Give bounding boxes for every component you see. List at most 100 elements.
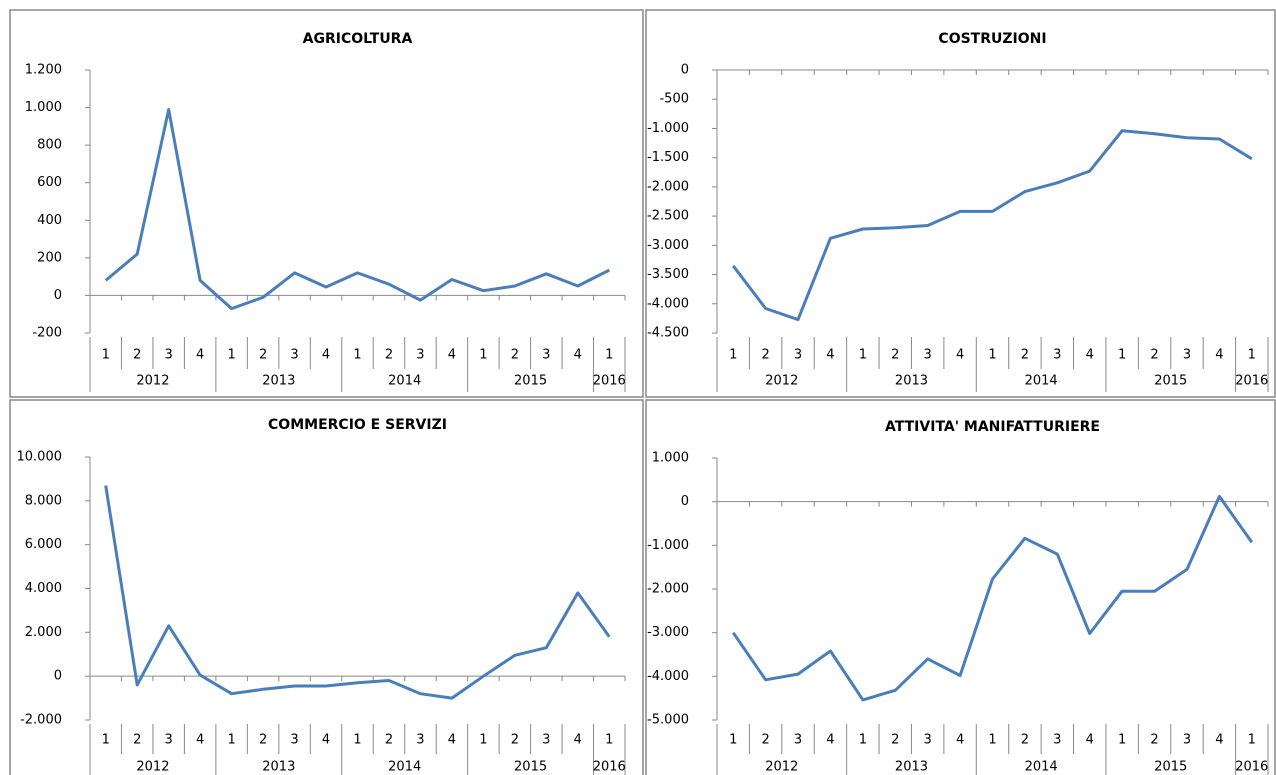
year-label: 2015 (1154, 374, 1187, 389)
x-tick-label: 1 (227, 348, 235, 363)
year-label: 2014 (1025, 760, 1058, 775)
series-line (104, 485, 611, 700)
x-tick-label: 1 (988, 733, 996, 748)
y-tick-label: -2.000 (647, 179, 689, 194)
x-tick-label: 4 (1215, 348, 1223, 363)
chart-title: COMMERCIO E SERVIZI (268, 417, 447, 433)
chart-title: AGRICOLTURA (303, 31, 413, 47)
y-tick-label: 200 (37, 250, 62, 265)
x-tick-label: 4 (956, 733, 964, 748)
x-tick-label: 4 (196, 348, 204, 363)
x-tick-label: 2 (259, 733, 267, 748)
x-tick-label: 1 (1118, 348, 1126, 363)
y-tick-label: 10.000 (17, 450, 63, 465)
y-tick-label: -2.500 (647, 209, 689, 224)
x-tick-label: 3 (416, 733, 424, 748)
x-tick-label: 3 (794, 733, 802, 748)
year-label: 2015 (514, 760, 547, 775)
x-tick-label: 2 (1150, 733, 1158, 748)
year-label: 2012 (136, 760, 169, 775)
y-tick-label: -2.000 (647, 582, 689, 597)
year-label: 2016 (1235, 374, 1268, 389)
x-tick-label: 1 (102, 348, 110, 363)
panel-border (645, 9, 1276, 398)
x-tick-label: 3 (165, 348, 173, 363)
y-tick-label: 400 (37, 213, 62, 228)
year-label: 2013 (262, 760, 295, 775)
y-tick-label: 1.000 (652, 451, 689, 466)
y-tick-label: 2.000 (25, 625, 62, 640)
y-tick-label: -1.500 (647, 150, 689, 165)
y-tick-label: 600 (37, 175, 62, 190)
y-tick-label: -4.000 (647, 296, 689, 311)
y-tick-label: -1.000 (647, 538, 689, 553)
year-label: 2013 (262, 374, 295, 389)
x-tick-label: 3 (542, 348, 550, 363)
year-label: 2016 (1235, 760, 1268, 775)
x-tick-label: 2 (259, 348, 267, 363)
x-tick-label: 2 (1021, 348, 1029, 363)
x-tick-label: 4 (1215, 733, 1223, 748)
x-tick-label: 4 (574, 348, 582, 363)
x-tick-label: 2 (133, 733, 141, 748)
panel-border (9, 9, 644, 398)
x-tick-label: 3 (290, 733, 298, 748)
x-tick-label: 4 (1086, 348, 1094, 363)
x-tick-label: 4 (826, 733, 834, 748)
x-tick-label: 1 (729, 348, 737, 363)
x-tick-label: 1 (859, 733, 867, 748)
year-label: 2014 (388, 374, 421, 389)
x-tick-label: 1 (102, 733, 110, 748)
x-tick-label: 2 (511, 348, 519, 363)
x-tick-label: 4 (322, 348, 330, 363)
x-tick-label: 3 (924, 733, 932, 748)
year-label: 2012 (136, 374, 169, 389)
x-tick-label: 1 (479, 348, 487, 363)
panel-border (9, 399, 644, 775)
x-tick-label: 1 (353, 348, 361, 363)
chart-title: COSTRUZIONI (938, 31, 1046, 47)
y-tick-label: -3.500 (647, 267, 689, 282)
year-label: 2016 (593, 374, 626, 389)
x-tick-label: 3 (1053, 348, 1061, 363)
year-label: 2014 (388, 760, 421, 775)
y-tick-label: 0 (54, 288, 62, 303)
x-tick-label: 4 (448, 733, 456, 748)
x-tick-label: 2 (891, 733, 899, 748)
x-tick-label: 2 (891, 348, 899, 363)
x-tick-label: 2 (1021, 733, 1029, 748)
x-tick-label: 3 (1183, 733, 1191, 748)
year-label: 2013 (895, 760, 928, 775)
x-tick-label: 3 (542, 733, 550, 748)
x-tick-label: 2 (761, 733, 769, 748)
y-tick-label: 0 (681, 494, 689, 509)
year-label: 2013 (895, 374, 928, 389)
y-tick-label: -500 (659, 92, 689, 107)
x-tick-label: 4 (826, 348, 834, 363)
x-tick-label: 1 (353, 733, 361, 748)
x-tick-label: 4 (448, 348, 456, 363)
panel-border (645, 399, 1276, 775)
year-label: 2012 (765, 374, 798, 389)
x-tick-label: 3 (794, 348, 802, 363)
x-tick-label: 2 (385, 348, 393, 363)
y-tick-label: 0 (54, 669, 62, 684)
x-tick-label: 4 (322, 733, 330, 748)
chart-title: ATTIVITA' MANIFATTURIERE (885, 419, 1100, 435)
x-tick-label: 1 (1118, 733, 1126, 748)
y-tick-label: -200 (32, 326, 62, 341)
y-tick-label: 0 (681, 63, 689, 78)
x-tick-label: 3 (1183, 348, 1191, 363)
y-tick-label: 4.000 (25, 581, 62, 596)
x-tick-label: 3 (1053, 733, 1061, 748)
x-tick-label: 3 (924, 348, 932, 363)
x-tick-label: 1 (605, 348, 613, 363)
x-tick-label: 1 (988, 348, 996, 363)
year-label: 2012 (765, 760, 798, 775)
x-tick-label: 4 (574, 733, 582, 748)
y-tick-label: 800 (37, 138, 62, 153)
x-tick-label: 1 (1248, 348, 1256, 363)
x-tick-label: 2 (1150, 348, 1158, 363)
series-line (732, 129, 1253, 322)
